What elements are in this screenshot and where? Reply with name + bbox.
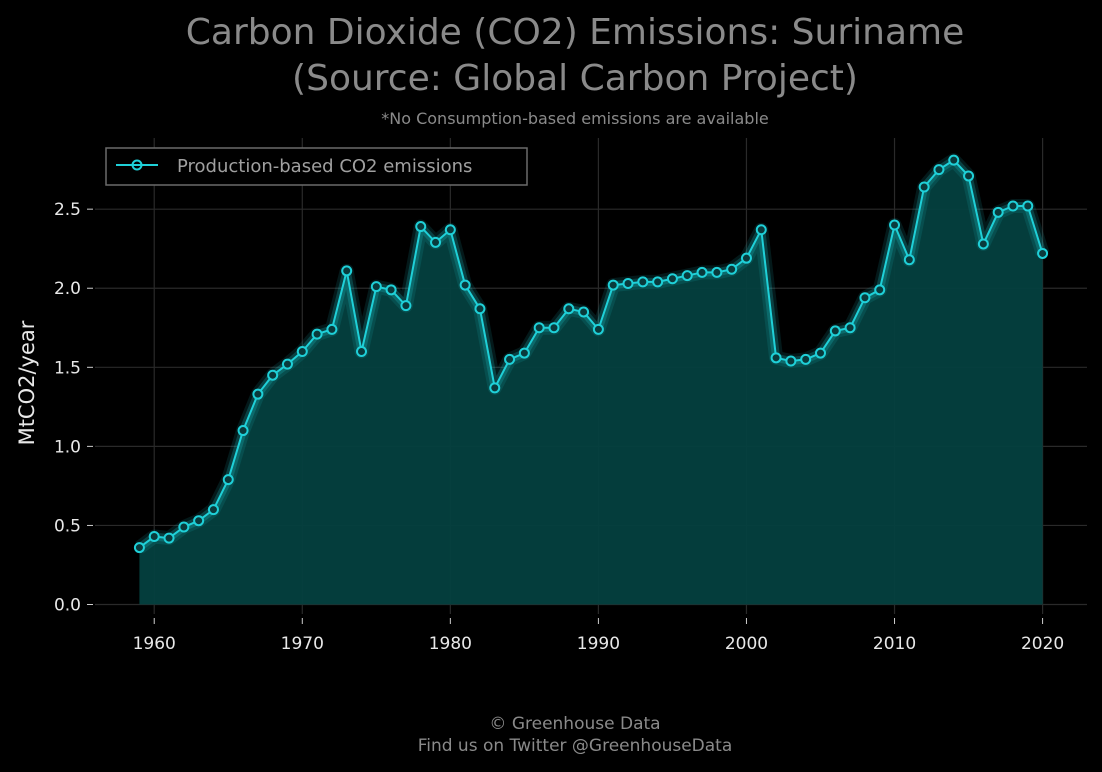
data-point-1961: [163, 532, 175, 544]
data-point-1991: [607, 279, 619, 291]
data-point-1980: [444, 224, 456, 236]
data-point-1970: [296, 345, 308, 357]
x-tick-label-1980: 1980: [429, 634, 472, 654]
x-tick-label-1990: 1990: [577, 634, 620, 654]
data-point-2002: [770, 352, 782, 364]
data-point-2015: [963, 170, 975, 182]
data-point-1968: [267, 369, 279, 381]
data-point-2009: [874, 284, 886, 296]
data-point-1986: [533, 322, 545, 334]
data-point-2019: [1022, 200, 1034, 212]
data-point-1960: [148, 531, 160, 543]
data-point-1976: [385, 284, 397, 296]
legend-label: Production-based CO2 emissions: [177, 156, 472, 177]
data-point-1985: [518, 347, 530, 359]
data-point-2020: [1037, 247, 1049, 259]
data-point-1996: [681, 270, 693, 282]
data-point-1973: [341, 265, 353, 277]
emissions-area: [139, 160, 1043, 605]
data-point-2003: [785, 355, 797, 367]
chart-title-line-1: Carbon Dioxide (CO2) Emissions: Suriname: [186, 12, 965, 53]
data-point-1971: [311, 328, 323, 340]
data-point-1993: [637, 276, 649, 288]
data-point-1969: [281, 358, 293, 370]
data-point-1977: [400, 300, 412, 312]
data-point-2012: [918, 181, 930, 193]
data-point-1990: [592, 323, 604, 335]
data-point-1984: [504, 353, 516, 365]
chart-subtitle: *No Consumption-based emissions are avai…: [381, 109, 769, 128]
data-point-1966: [237, 425, 249, 437]
data-point-1989: [578, 306, 590, 318]
data-point-1988: [563, 303, 575, 315]
data-point-2016: [977, 238, 989, 250]
legend-box: [105, 147, 528, 186]
x-tick-label-2020: 2020: [1021, 634, 1064, 654]
x-tick-label-1970: 1970: [281, 634, 324, 654]
chart-title-line-2: (Source: Global Carbon Project): [292, 58, 858, 99]
data-point-1978: [415, 221, 427, 233]
data-point-1983: [489, 382, 501, 394]
y-tick-label-3: 1.5: [54, 358, 81, 378]
y-axis: 0.0 0.5 1.0 1.5 2.0 2.5: [54, 200, 93, 616]
footer-twitter: Find us on Twitter @GreenhouseData: [418, 736, 733, 756]
data-point-1962: [178, 521, 190, 533]
data-point-1994: [652, 276, 664, 288]
data-point-1981: [459, 279, 471, 291]
data-point-1965: [222, 474, 234, 486]
data-point-1998: [711, 266, 723, 278]
x-tick-label-2010: 2010: [873, 634, 916, 654]
legend-marker-swatch: [131, 159, 143, 171]
y-tick-label-0: 0.0: [54, 596, 81, 616]
data-point-2010: [889, 219, 901, 231]
footer-copyright: © Greenhouse Data: [489, 714, 660, 734]
data-point-1999: [726, 263, 738, 275]
data-point-2004: [800, 353, 812, 365]
data-point-2017: [992, 206, 1004, 218]
data-point-1997: [696, 266, 708, 278]
y-tick-label-5: 2.5: [54, 200, 81, 220]
data-point-2000: [740, 252, 752, 264]
y-tick-label-1: 0.5: [54, 516, 81, 536]
y-tick-label-4: 2.0: [54, 279, 81, 299]
legend: Production-based CO2 emissions: [105, 147, 528, 186]
data-point-1963: [193, 515, 205, 527]
data-point-2013: [933, 164, 945, 176]
data-point-2008: [859, 292, 871, 304]
x-tick-label-2000: 2000: [725, 634, 768, 654]
data-point-2007: [844, 322, 856, 334]
x-tick-label-1960: 1960: [133, 634, 176, 654]
data-point-1964: [207, 504, 219, 516]
data-point-1974: [356, 345, 368, 357]
data-point-2001: [755, 224, 767, 236]
data-point-2018: [1007, 200, 1019, 212]
emissions-markers: [133, 154, 1049, 554]
data-point-1959: [133, 542, 145, 554]
x-axis: 1960 1970 1980 1990 2000 2010 2020: [133, 618, 1064, 654]
data-point-1967: [252, 388, 264, 400]
y-axis-label: MtCO2/year: [15, 320, 39, 445]
data-point-1979: [430, 236, 442, 248]
data-point-1995: [666, 273, 678, 285]
data-point-1987: [548, 322, 560, 334]
data-point-1982: [474, 303, 486, 315]
y-tick-label-2: 1.0: [54, 437, 81, 457]
data-point-1975: [370, 281, 382, 293]
series-0-area: [139, 160, 1043, 605]
data-point-2011: [903, 254, 915, 266]
data-point-1992: [622, 277, 634, 289]
data-point-2005: [814, 347, 826, 359]
data-point-2014: [948, 154, 960, 166]
data-point-1972: [326, 323, 338, 335]
data-point-2006: [829, 325, 841, 337]
